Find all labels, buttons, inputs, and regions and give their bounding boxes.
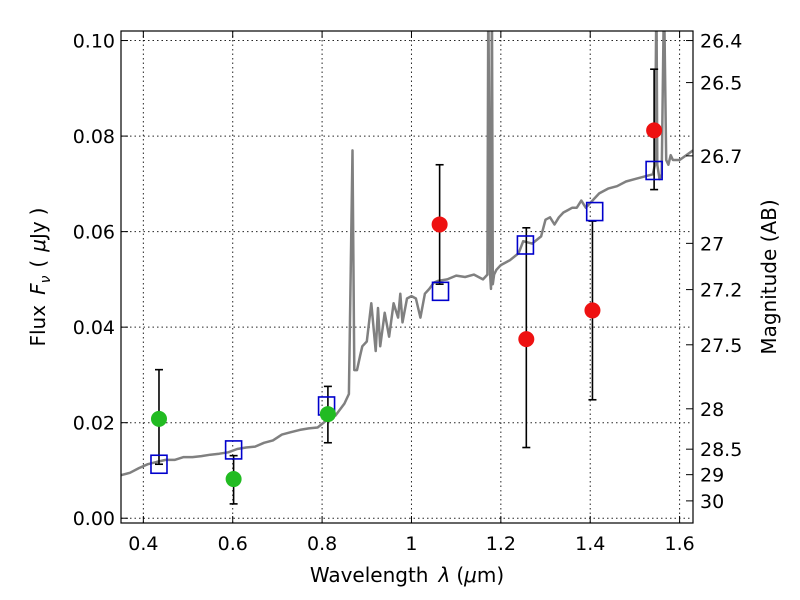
y-axis-unit-open: ( bbox=[26, 260, 50, 268]
y-axis-label-text: Flux bbox=[26, 305, 50, 347]
magnitude-tick-label: 27.2 bbox=[700, 280, 742, 302]
magnitude-tick-label: 27.5 bbox=[700, 335, 742, 357]
model-photometry-square bbox=[431, 281, 450, 302]
model-photometry-square bbox=[224, 440, 243, 460]
y-tick-label: 0.06 bbox=[73, 222, 115, 244]
model-photometry-square bbox=[150, 454, 168, 475]
y-axis-unit-close: ) bbox=[26, 207, 50, 215]
magnitude-tick-label: 27 bbox=[700, 233, 724, 255]
plot-area bbox=[121, 31, 693, 505]
model-photometry-square bbox=[585, 201, 604, 222]
magnitude-tick-label: 26.7 bbox=[700, 146, 742, 168]
x-tick-label: 1.2 bbox=[486, 533, 516, 555]
y-tick-label: 0.08 bbox=[73, 126, 115, 148]
x-axis-label-text: Wavelength bbox=[310, 563, 429, 587]
magnitude-tick-label: 28.5 bbox=[700, 439, 742, 461]
x-axis-label-symbol: λ bbox=[437, 563, 450, 587]
plot-frame bbox=[120, 30, 694, 524]
model-spectrum-line bbox=[121, 31, 693, 477]
optical-observation-point bbox=[319, 406, 336, 423]
infrared-observation-point bbox=[584, 302, 601, 319]
magnitude-axis-ticks: 26.4 26.5 26.7 27 27.2 27.5 28 28.5 29 30 bbox=[686, 31, 742, 513]
magnitude-tick-label: 26.4 bbox=[700, 31, 742, 53]
x-axis-unit-mu: μ bbox=[463, 563, 477, 587]
infrared-observation-point bbox=[518, 331, 535, 348]
optical-observation-point bbox=[225, 471, 242, 488]
magnitude-tick-label: 30 bbox=[700, 491, 724, 513]
x-tick-label: 0.8 bbox=[307, 533, 337, 555]
y-tick-label: 0.10 bbox=[73, 31, 115, 53]
y-tick-label: 0.04 bbox=[73, 317, 115, 339]
x-axis-unit-open: ( bbox=[456, 563, 464, 587]
magnitude-tick-label: 29 bbox=[700, 465, 724, 487]
y-tick-label: 0.00 bbox=[73, 508, 115, 530]
x-axis-ticks: 0.4 0.6 0.8 1 1.2 1.4 1.6 bbox=[128, 31, 695, 555]
x-tick-label: 1.4 bbox=[575, 533, 605, 555]
x-tick-label: 0.4 bbox=[128, 533, 158, 555]
x-tick-label: 1.6 bbox=[664, 533, 694, 555]
model-photometry-square bbox=[645, 160, 663, 181]
y-axis-ticks: 0.00 0.02 0.04 0.06 0.08 0.10 bbox=[73, 31, 128, 530]
grid-lines bbox=[121, 31, 693, 523]
infrared-observation-point bbox=[646, 122, 663, 139]
y-axis-unit-rest: Jy bbox=[26, 221, 50, 241]
y-axis-label-subscript: ν bbox=[38, 275, 54, 283]
x-tick-label: 0.6 bbox=[218, 533, 248, 555]
optical-observation-point bbox=[150, 410, 167, 427]
y-axis-label-symbol: F bbox=[26, 283, 50, 295]
y-tick-label: 0.02 bbox=[73, 413, 115, 435]
x-axis-label: Wavelength λ (μm) bbox=[310, 563, 504, 587]
magnitude-tick-label: 28 bbox=[700, 399, 724, 421]
model-photometry-square bbox=[516, 235, 535, 255]
x-axis-unit-rest: m) bbox=[477, 563, 504, 587]
magnitude-tick-label: 26.5 bbox=[700, 73, 742, 95]
data-markers bbox=[150, 122, 663, 488]
error-bars bbox=[154, 68, 659, 505]
magnitude-axis-label: Magnitude (AB) bbox=[757, 199, 781, 354]
infrared-observation-point bbox=[431, 216, 448, 233]
y-axis-label: Flux Fν ( μJy) bbox=[26, 207, 54, 346]
x-tick-label: 1 bbox=[405, 533, 417, 555]
y-axis-unit-mu: μ bbox=[26, 239, 50, 253]
